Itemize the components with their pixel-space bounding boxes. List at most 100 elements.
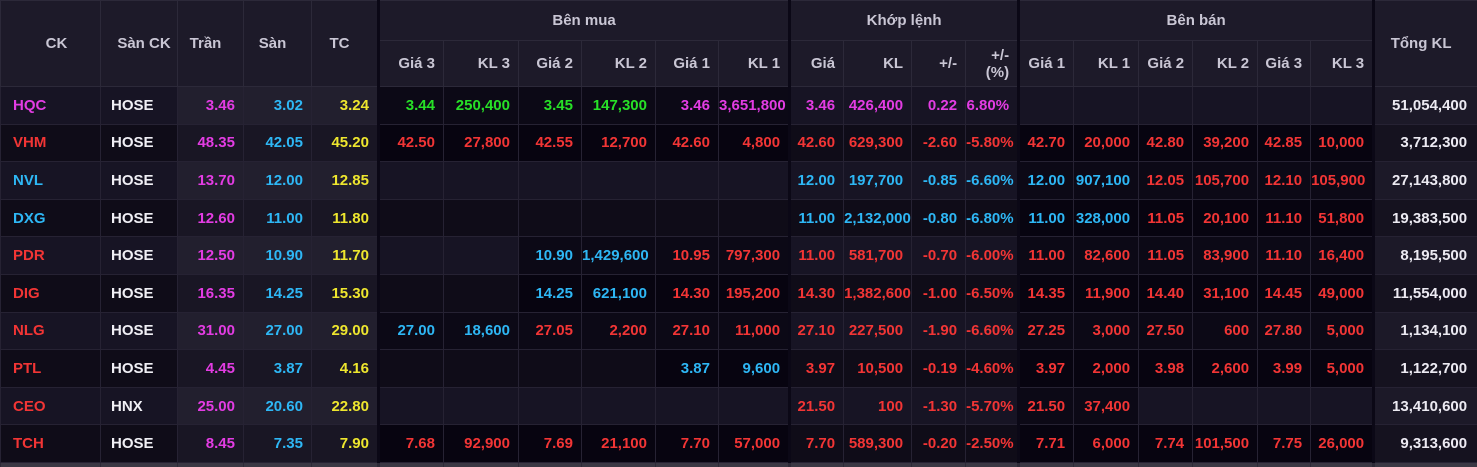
floor-cell[interactable]: 3.87 <box>243 349 312 388</box>
total-volume-cell[interactable]: 19,383,500 <box>1372 198 1477 238</box>
ceiling-cell[interactable]: 3.46 <box>177 86 244 125</box>
total-volume-cell[interactable]: 9,313,600 <box>1372 424 1477 463</box>
total-volume-cell[interactable]: 1,122,700 <box>1372 349 1477 388</box>
buy-volume-3-cell[interactable] <box>443 198 519 238</box>
change-cell[interactable]: -1.00 <box>911 273 967 313</box>
floor-cell[interactable]: 42.05 <box>243 123 312 163</box>
buy-price-3-cell[interactable]: 27.00 <box>377 311 444 351</box>
reference-cell[interactable]: 11.80 <box>311 198 379 238</box>
floor-cell[interactable]: 7.35 <box>243 424 312 463</box>
match-price-cell[interactable]: 11.00 <box>788 198 845 238</box>
buy-price-3-cell[interactable]: 3.44 <box>377 86 444 125</box>
ceiling-cell[interactable]: 4.45 <box>177 349 244 388</box>
buy-price-1-cell[interactable] <box>655 198 719 238</box>
sell-volume-2-cell[interactable]: 600 <box>1192 311 1259 351</box>
sell-volume-1-cell[interactable]: 20,000 <box>1073 123 1140 163</box>
sell-volume-1-cell[interactable]: 2,000 <box>1073 349 1140 388</box>
ceiling-cell[interactable]: 48.35 <box>177 123 244 163</box>
buy-price-3-cell[interactable] <box>377 198 444 238</box>
floor-cell[interactable]: 11.00 <box>243 198 312 238</box>
buy-volume-1-cell[interactable]: 11,000 <box>717 311 791 351</box>
sell-price-3-cell[interactable]: 11.10 <box>1257 236 1312 275</box>
sell-price-2-cell[interactable] <box>1138 386 1194 426</box>
buy-volume-2-cell[interactable]: 12,700 <box>581 123 656 163</box>
sell-volume-1-cell[interactable] <box>1073 86 1140 125</box>
sell-volume-1-cell[interactable]: 328,000 <box>1073 198 1140 238</box>
buy-volume-2-cell[interactable]: 147,300 <box>581 86 656 125</box>
ticker-cell[interactable]: VHM <box>0 123 101 163</box>
change-percent-cell[interactable]: -6.00% <box>965 236 1020 275</box>
ticker-cell[interactable]: HQC <box>0 86 101 125</box>
ticker-cell[interactable]: NVL <box>0 161 101 200</box>
reference-cell[interactable]: 29.00 <box>311 311 379 351</box>
ceiling-cell[interactable]: 12.50 <box>177 236 244 275</box>
match-volume-cell[interactable]: 10,500 <box>843 349 913 388</box>
buy-price-2-cell[interactable]: 42.55 <box>518 123 582 163</box>
exchange-cell[interactable]: HOSE <box>100 349 178 388</box>
buy-price-2-cell[interactable] <box>518 198 582 238</box>
sell-volume-2-cell[interactable]: 20,100 <box>1192 198 1259 238</box>
ticker-cell[interactable]: PDR <box>0 236 101 275</box>
change-percent-cell[interactable]: -6.80% <box>965 198 1020 238</box>
match-volume-cell[interactable]: 581,700 <box>843 236 913 275</box>
buy-volume-1-cell[interactable]: 195,200 <box>717 273 791 313</box>
sell-volume-3-cell[interactable]: 26,000 <box>1310 424 1375 463</box>
change-percent-cell[interactable]: -4.60% <box>965 349 1020 388</box>
sell-price-2-cell[interactable]: 14.40 <box>1138 273 1194 313</box>
total-volume-cell[interactable]: 27,143,800 <box>1372 161 1477 200</box>
buy-price-2-cell[interactable] <box>518 161 582 200</box>
sell-price-3-cell[interactable] <box>1257 386 1312 426</box>
match-price-cell[interactable]: 11.00 <box>788 236 845 275</box>
change-cell[interactable]: 0.22 <box>911 86 967 125</box>
sell-price-1-cell[interactable]: 7.71 <box>1017 424 1075 463</box>
sell-price-1-cell[interactable]: 42.70 <box>1017 123 1075 163</box>
buy-volume-1-cell[interactable]: 797,300 <box>717 236 791 275</box>
change-cell[interactable]: -0.80 <box>911 198 967 238</box>
buy-price-1-cell[interactable]: 27.10 <box>655 311 719 351</box>
sell-volume-1-cell[interactable]: 6,000 <box>1073 424 1140 463</box>
sell-price-2-cell[interactable]: 42.80 <box>1138 123 1194 163</box>
reference-cell[interactable]: 4.16 <box>311 349 379 388</box>
sell-volume-2-cell[interactable]: 83,900 <box>1192 236 1259 275</box>
reference-cell[interactable]: 45.20 <box>311 123 379 163</box>
floor-cell[interactable]: 20.60 <box>243 386 312 426</box>
ceiling-cell[interactable]: 12.60 <box>177 198 244 238</box>
sell-volume-1-cell[interactable]: 82,600 <box>1073 236 1140 275</box>
sell-volume-1-cell[interactable]: 3,000 <box>1073 311 1140 351</box>
buy-volume-2-cell[interactable] <box>581 161 656 200</box>
buy-volume-3-cell[interactable]: 250,400 <box>443 86 519 125</box>
reference-cell[interactable]: 3.24 <box>311 86 379 125</box>
sell-price-1-cell[interactable]: 11.00 <box>1017 198 1075 238</box>
sell-price-3-cell[interactable] <box>1257 86 1312 125</box>
change-cell[interactable]: -0.85 <box>911 161 967 200</box>
ceiling-cell[interactable]: 25.00 <box>177 386 244 426</box>
buy-volume-3-cell[interactable]: 18,600 <box>443 311 519 351</box>
ceiling-cell[interactable]: 8.45 <box>177 424 244 463</box>
floor-cell[interactable]: 10.90 <box>243 236 312 275</box>
sell-price-1-cell[interactable]: 12.00 <box>1017 161 1075 200</box>
change-cell[interactable]: -2.60 <box>911 123 967 163</box>
buy-volume-1-cell[interactable] <box>717 198 791 238</box>
buy-price-1-cell[interactable]: 7.70 <box>655 424 719 463</box>
exchange-cell[interactable]: HOSE <box>100 198 178 238</box>
sell-volume-2-cell[interactable]: 2,600 <box>1192 349 1259 388</box>
change-percent-cell[interactable]: -6.60% <box>965 311 1020 351</box>
buy-price-1-cell[interactable]: 3.87 <box>655 349 719 388</box>
sell-volume-2-cell[interactable]: 31,100 <box>1192 273 1259 313</box>
ticker-cell[interactable]: DIG <box>0 273 101 313</box>
change-cell[interactable]: -1.90 <box>911 311 967 351</box>
sell-volume-3-cell[interactable]: 5,000 <box>1310 349 1375 388</box>
floor-cell[interactable]: 12.00 <box>243 161 312 200</box>
exchange-cell[interactable]: HOSE <box>100 311 178 351</box>
buy-price-3-cell[interactable] <box>377 349 444 388</box>
total-volume-cell[interactable]: 13,410,600 <box>1372 386 1477 426</box>
ceiling-cell[interactable]: 31.00 <box>177 311 244 351</box>
buy-price-1-cell[interactable]: 10.95 <box>655 236 719 275</box>
sell-price-2-cell[interactable] <box>1138 86 1194 125</box>
sell-price-1-cell[interactable]: 3.97 <box>1017 349 1075 388</box>
match-price-cell[interactable]: 21.50 <box>788 386 845 426</box>
match-price-cell[interactable]: 27.10 <box>788 311 845 351</box>
floor-cell[interactable]: 14.25 <box>243 273 312 313</box>
buy-volume-2-cell[interactable]: 21,100 <box>581 424 656 463</box>
total-volume-cell[interactable]: 8,195,500 <box>1372 236 1477 275</box>
